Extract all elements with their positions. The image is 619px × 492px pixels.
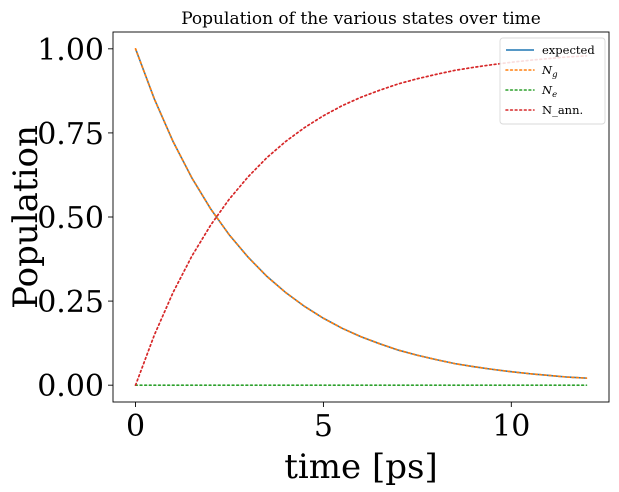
y-tick-label: 0.25 [37, 285, 104, 320]
x-tick-label: 5 [314, 409, 333, 444]
chart-title: Population of the various states over ti… [181, 9, 541, 29]
legend-label: expected [542, 43, 595, 57]
y-tick-label: 1.00 [37, 33, 104, 68]
x-axis-label: time [ps] [284, 447, 437, 487]
y-tick-label: 0.00 [37, 369, 104, 404]
x-tick-label: 10 [492, 409, 530, 444]
y-tick-label: 0.75 [37, 117, 104, 152]
y-tick-label: 0.50 [37, 201, 104, 236]
legend-label: N_ann. [542, 103, 583, 117]
x-tick-label: 0 [126, 409, 145, 444]
